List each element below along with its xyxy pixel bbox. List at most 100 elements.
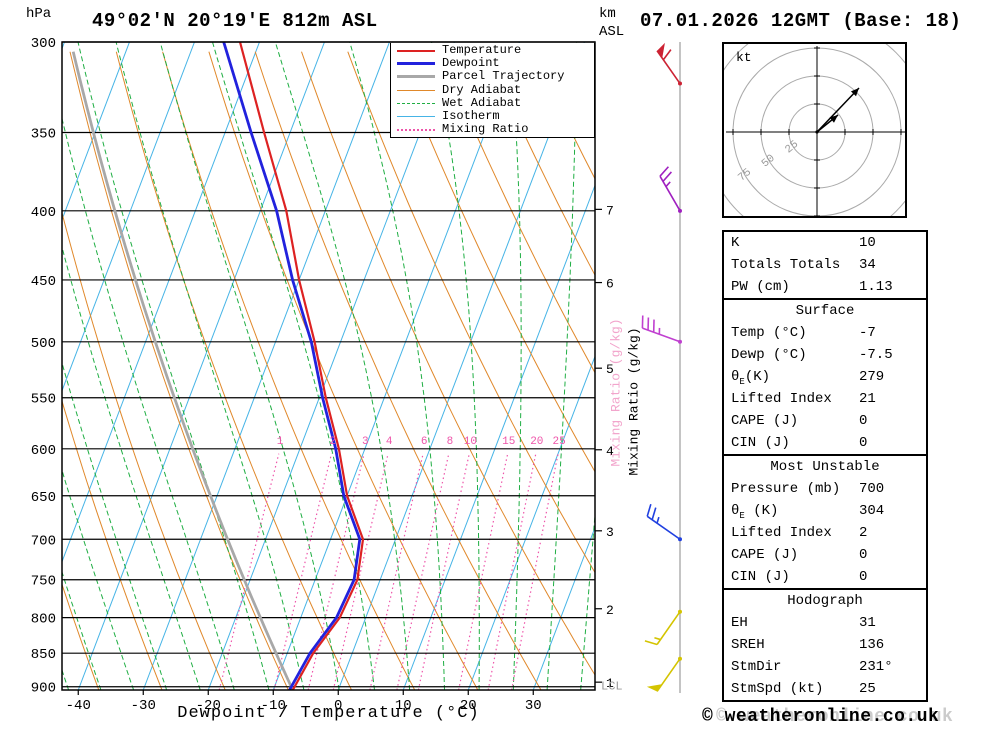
pressure-gridlines: [62, 41, 595, 688]
legend-swatch: [397, 128, 435, 131]
mixing-ratio-value-label: 4: [386, 436, 393, 448]
km-tick-label: 7: [606, 203, 614, 218]
legend-swatch: [397, 49, 435, 52]
mixing-ratio-value-label: 3: [362, 436, 369, 448]
table-row: StmSpd (kt) 25: [724, 678, 926, 700]
table-row: Dewp (°C) -7.5: [724, 344, 926, 366]
temperature-tick-labels: -40 -30 -20 -10 0 10 20 30: [66, 690, 542, 714]
table-label: CAPE (J): [731, 547, 799, 563]
table-value: 0: [859, 413, 868, 429]
pressure-axis-unit: hPa: [26, 6, 52, 22]
pressure-tick-label: 300: [31, 36, 56, 52]
table-section-header: Surface: [795, 303, 855, 319]
dry-adiabats: [62, 51, 595, 690]
legend-label: Dewpoint: [442, 56, 500, 71]
isotherms: [62, 42, 595, 690]
legend-label: Mixing Ratio: [442, 122, 529, 137]
mixing-ratio-value-label: 6: [421, 436, 428, 448]
legend-swatch: [397, 89, 435, 91]
table-value: 1.13: [859, 279, 893, 295]
table-label: SREH: [731, 637, 765, 653]
legend-item-isotherm: Isotherm: [391, 110, 594, 123]
table-label: Totals Totals: [731, 257, 841, 273]
table-label: Temp (°C): [731, 325, 807, 341]
table-value: -7.5: [859, 347, 893, 363]
table-label: StmSpd (kt): [731, 681, 824, 697]
mixing-ratio-lines: [218, 453, 559, 690]
pressure-tick-label: 450: [31, 274, 56, 290]
legend-swatch: [397, 75, 435, 79]
temperature-tick-label: 0: [334, 698, 342, 714]
table-label: PW (cm): [731, 279, 790, 295]
temperature-tick-label: 10: [395, 698, 412, 714]
hodograph-ring: [724, 44, 905, 216]
mixing-ratio-value-label: 10: [464, 436, 477, 448]
table-label: StmDir: [731, 659, 782, 675]
table-label: EH: [731, 615, 748, 631]
mixing-ratio-axis-label-pink: Mixing Ratio (g/kg): [608, 318, 624, 467]
mixing-ratio-value-labels: 1 2 3 4 6 8 10 15 20 25: [277, 436, 566, 448]
table-label: K: [731, 235, 740, 251]
table-section-hodograph: Hodograph EH 31 SREH 136 StmDir 231° StmSpd (kt…: [724, 588, 926, 700]
table-section-header: Hodograph: [787, 593, 863, 609]
pressure-tick-labels: 300 350 400 450 500 550 600 650 700 750 800 850 900: [31, 36, 56, 697]
table-row: CAPE (J) 0: [724, 410, 926, 432]
pressure-tick-label: 850: [31, 647, 56, 663]
table-value: 0: [859, 547, 868, 563]
temperature-tick-label: -10: [261, 698, 286, 714]
legend-item-temperature: Temperature: [391, 44, 594, 57]
mixing-ratio-axis-label: Mixing Ratio (g/kg): [626, 327, 642, 476]
legend-item-dry-adiabat: Dry Adiabat: [391, 82, 594, 97]
table-label: Dewp (°C): [731, 347, 807, 363]
table-value: 25: [859, 681, 876, 697]
run-title: 07.01.2026 12GMT (Base: 18): [640, 10, 962, 32]
legend-item-dewpoint: Dewpoint: [391, 57, 594, 70]
table-row: PW (cm) 1.13: [724, 276, 926, 298]
table-row: Totals Totals 34: [724, 254, 926, 276]
background-line-families: [62, 42, 595, 690]
table-label: CAPE (J): [731, 413, 799, 429]
pressure-tick-label: 600: [31, 443, 56, 459]
temperature-tick-label: -40: [66, 698, 91, 714]
table-label: Lifted Index: [731, 525, 832, 541]
legend-swatch: [397, 102, 435, 104]
temperature-tick-label: 20: [460, 698, 477, 714]
mixing-ratio-value-label: 20: [530, 436, 543, 448]
altitude-axis-unit-km: km: [599, 6, 616, 22]
legend-label: Wet Adiabat: [442, 95, 522, 110]
legend-label: Temperature: [442, 43, 522, 58]
altitude-axis-unit-asl: ASL: [599, 24, 625, 40]
dewpoint-curve: [222, 42, 362, 690]
table-value: 21: [859, 391, 876, 407]
table-section: K 10 Totals Totals 34 PW (cm) 1.13: [724, 232, 926, 298]
mixing-ratio-value-label: 25: [552, 436, 565, 448]
table-value: 10: [859, 235, 876, 251]
table-row: Lifted Index 2: [724, 522, 926, 544]
lcl-label: LCL: [601, 679, 623, 693]
table-section-header: Most Unstable: [770, 459, 880, 475]
legend-label: Isotherm: [442, 109, 500, 124]
sounding-profiles: [71, 42, 365, 690]
plot-frame: [61, 41, 596, 691]
table-value: 700: [859, 481, 885, 497]
hodograph-vector: [816, 87, 860, 133]
table-value: 2: [859, 525, 868, 541]
indices-table: K 10 Totals Totals 34 PW (cm) 1.13 Surface Temp…: [722, 230, 928, 702]
table-row: Temp (°C) -7: [724, 322, 926, 344]
mixing-ratio-value-label: 15: [502, 436, 515, 448]
legend-label: Dry Adiabat: [442, 82, 522, 97]
wind-barb-column: [641, 42, 682, 693]
x-axis-label: Dewpoint / Temperature (°C): [177, 704, 480, 723]
table-row: Pressure (mb) 700: [724, 478, 926, 500]
km-tick-label: 2: [606, 603, 614, 618]
legend-item-wet-adiabat: Wet Adiabat: [391, 95, 594, 110]
table-section-surface: Surface Temp (°C) -7 Dewp (°C) -7.5 θE(K) 279 L…: [724, 298, 926, 454]
table-label: CIN (J): [731, 569, 790, 585]
legend-swatch: [397, 116, 435, 118]
table-row: CIN (J) 0: [724, 566, 926, 588]
temperature-tick-label: -30: [131, 698, 156, 714]
hodograph-ring-label: 50: [760, 153, 778, 171]
pressure-tick-label: 800: [31, 612, 56, 628]
table-section-most-unstable: Most Unstable Pressure (mb) 700 θE (K) 304 Li…: [724, 454, 926, 588]
